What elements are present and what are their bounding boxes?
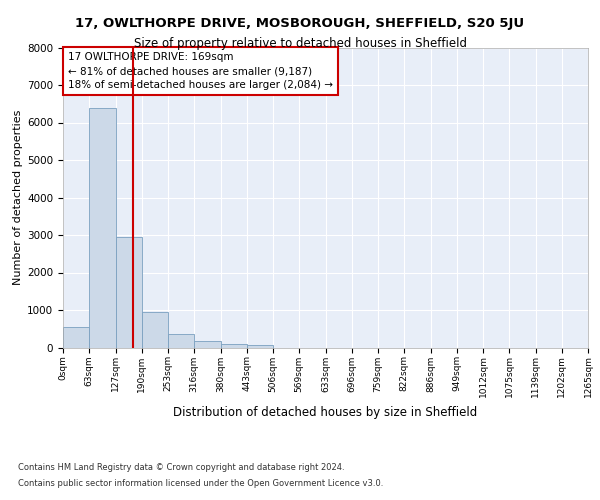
Bar <box>221 344 247 348</box>
Text: Size of property relative to detached houses in Sheffield: Size of property relative to detached ho… <box>133 38 467 51</box>
Bar <box>142 312 168 348</box>
Text: 17, OWLTHORPE DRIVE, MOSBOROUGH, SHEFFIELD, S20 5JU: 17, OWLTHORPE DRIVE, MOSBOROUGH, SHEFFIE… <box>76 18 524 30</box>
Bar <box>89 108 116 348</box>
Bar <box>194 341 221 347</box>
Bar <box>116 236 142 348</box>
X-axis label: Distribution of detached houses by size in Sheffield: Distribution of detached houses by size … <box>173 406 478 418</box>
Bar <box>63 326 89 347</box>
Text: Contains public sector information licensed under the Open Government Licence v3: Contains public sector information licen… <box>18 478 383 488</box>
Bar <box>247 345 273 348</box>
Text: Contains HM Land Registry data © Crown copyright and database right 2024.: Contains HM Land Registry data © Crown c… <box>18 464 344 472</box>
Text: 17 OWLTHORPE DRIVE: 169sqm
← 81% of detached houses are smaller (9,187)
18% of s: 17 OWLTHORPE DRIVE: 169sqm ← 81% of deta… <box>68 52 333 90</box>
Bar <box>168 334 194 347</box>
Y-axis label: Number of detached properties: Number of detached properties <box>13 110 23 285</box>
